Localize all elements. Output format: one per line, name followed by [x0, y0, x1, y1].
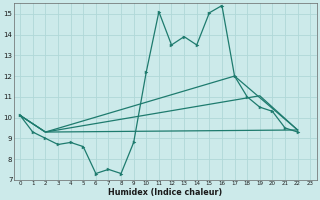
X-axis label: Humidex (Indice chaleur): Humidex (Indice chaleur): [108, 188, 222, 197]
